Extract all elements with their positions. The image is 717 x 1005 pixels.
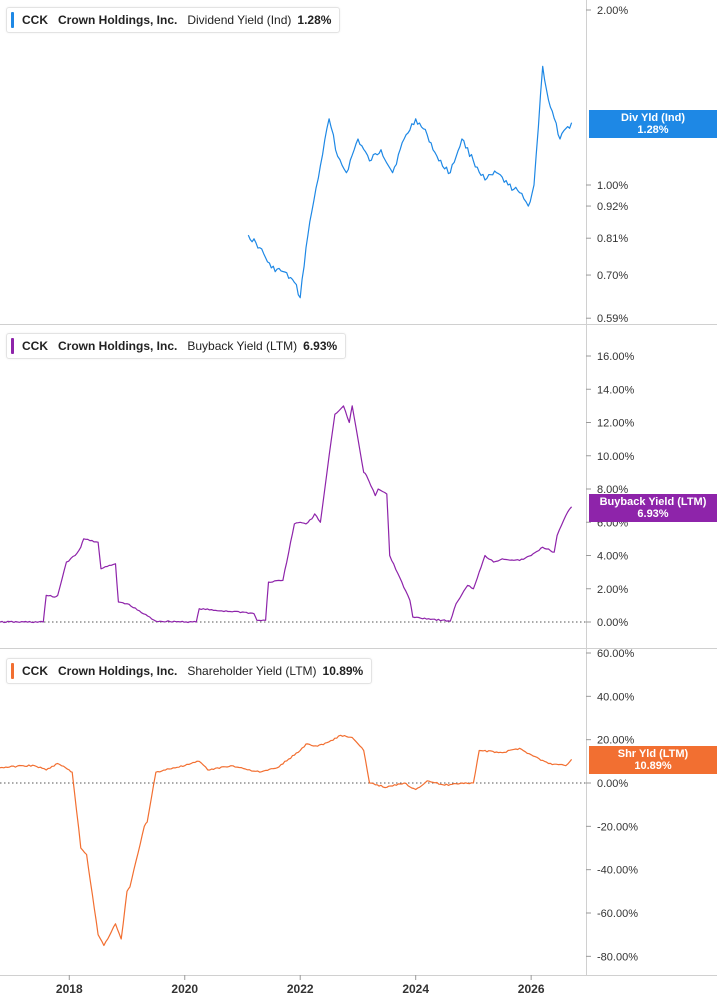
y-tick-label: 40.00% (597, 691, 635, 703)
y-tick-label: 14.00% (597, 384, 635, 396)
legend-company: Crown Holdings, Inc. (58, 13, 178, 27)
y-tick-label: 8.00% (597, 484, 628, 496)
series-line (0, 405, 573, 624)
y-tick-label: 4.00% (597, 551, 628, 563)
value-tag-shareholder: Shr Yld (LTM) 10.89% (589, 746, 717, 774)
legend-swatch-buyback (11, 338, 14, 354)
value-tag-dividend: Div Yld (Ind) 1.28% (589, 110, 717, 138)
series-line (0, 734, 573, 947)
value-tag-buyback: Buyback Yield (LTM) 6.93% (589, 494, 717, 522)
legend-metric: Buyback Yield (LTM) (187, 339, 298, 353)
y-tick-label: 1.00% (597, 180, 628, 192)
y-tick-label: 2.00% (597, 584, 628, 596)
x-tick-label: 2024 (402, 982, 429, 996)
y-tick-label: 0.00% (597, 778, 628, 790)
legend-value: 6.93% (303, 339, 338, 353)
x-tick-label: 2026 (518, 982, 545, 996)
legend-metric: Dividend Yield (Ind) (187, 13, 292, 27)
y-tick-label: 0.70% (597, 270, 628, 282)
legend-buyback-yield: CCK Crown Holdings, Inc. Buyback Yield (… (6, 333, 347, 359)
legend-company: Crown Holdings, Inc. (58, 664, 178, 678)
y-tick-label: 2.00% (597, 5, 628, 17)
legend-company: Crown Holdings, Inc. (58, 339, 178, 353)
legend-ticker: CCK (22, 339, 48, 353)
legend-value: 1.28% (297, 13, 332, 27)
y-tick-label: -40.00% (597, 865, 638, 877)
y-tick-label: -20.00% (597, 821, 638, 833)
legend-shareholder-yield: CCK Crown Holdings, Inc. Shareholder Yie… (6, 658, 373, 684)
y-tick-label: -60.00% (597, 908, 638, 920)
value-tag-value: 10.89% (634, 760, 672, 772)
y-tick-label: 10.00% (597, 451, 635, 463)
legend-metric: Shareholder Yield (LTM) (187, 664, 317, 678)
legend-swatch-dividend (11, 12, 14, 28)
value-tag-label: Buyback Yield (LTM) (599, 496, 707, 508)
x-tick-label: 2020 (171, 982, 198, 996)
legend-ticker: CCK (22, 13, 48, 27)
legend-swatch-shareholder (11, 663, 14, 679)
y-tick-label: 0.92% (597, 201, 628, 213)
y-tick-label: 0.00% (597, 617, 628, 629)
x-tick-label: 2018 (56, 982, 83, 996)
x-tick-label: 2022 (287, 982, 314, 996)
y-tick-label: 0.59% (597, 313, 628, 325)
legend-value: 10.89% (322, 664, 364, 678)
y-tick-label: 0.81% (597, 233, 628, 245)
series-line (247, 65, 573, 299)
value-tag-label: Shr Yld (LTM) (617, 748, 689, 760)
value-tag-value: 6.93% (637, 508, 669, 520)
y-tick-label: 12.00% (597, 418, 635, 430)
legend-dividend-yield: CCK Crown Holdings, Inc. Dividend Yield … (6, 7, 341, 33)
y-tick-label: 16.00% (597, 351, 635, 363)
legend-ticker: CCK (22, 664, 48, 678)
value-tag-value: 1.28% (637, 124, 669, 136)
value-tag-label: Div Yld (Ind) (621, 112, 685, 124)
y-tick-label: -80.00% (597, 951, 638, 963)
y-tick-label: 60.00% (597, 648, 635, 660)
y-tick-label: 20.00% (597, 735, 635, 747)
